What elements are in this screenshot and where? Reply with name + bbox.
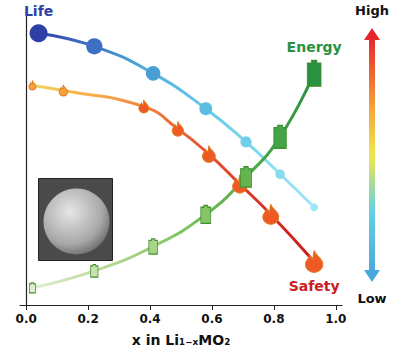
- svg-text:High: High: [355, 3, 389, 18]
- svg-text:1.0: 1.0: [325, 312, 346, 326]
- svg-text:0.2: 0.2: [77, 312, 98, 326]
- svg-text:Safety: Safety: [289, 278, 340, 294]
- svg-text:Low: Low: [357, 291, 386, 306]
- svg-text:0.0: 0.0: [16, 312, 37, 326]
- svg-text:0.8: 0.8: [263, 312, 284, 326]
- svg-text:x in Li₁₋ₓMO₂: x in Li₁₋ₓMO₂: [132, 332, 231, 348]
- svg-text:Life: Life: [24, 3, 53, 19]
- svg-text:0.4: 0.4: [139, 312, 160, 326]
- svg-text:Energy: Energy: [287, 39, 342, 55]
- svg-text:0.6: 0.6: [201, 312, 222, 326]
